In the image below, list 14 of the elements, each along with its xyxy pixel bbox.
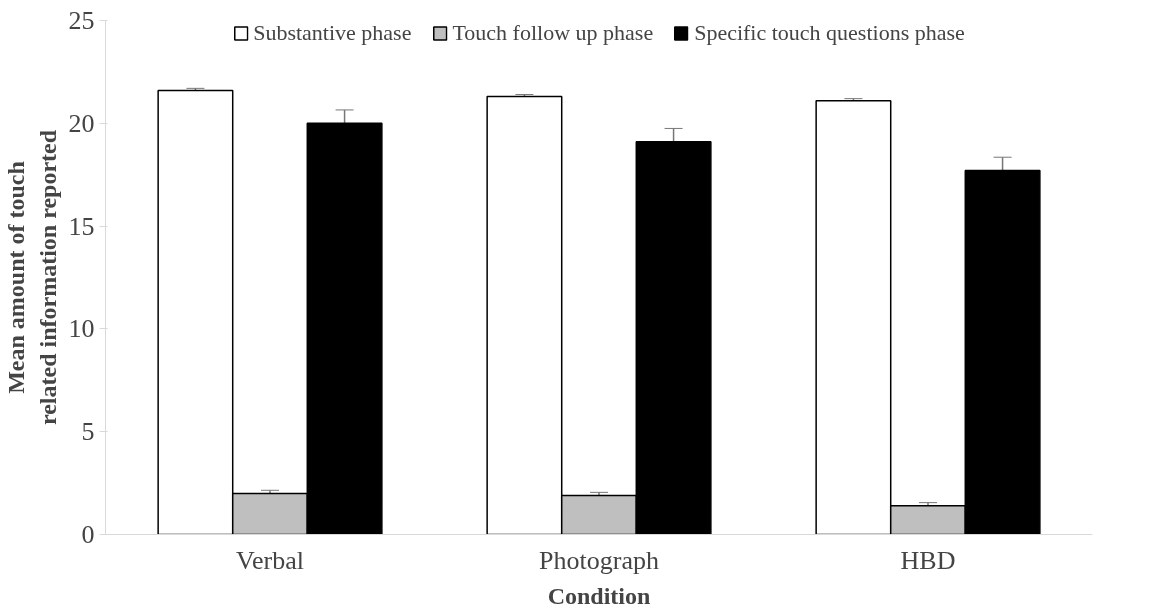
- legend-label: Touch follow up phase: [452, 20, 654, 46]
- y-tick-label: 25: [68, 6, 95, 35]
- x-tick-label: Verbal: [236, 545, 304, 575]
- y-tick-label: 5: [81, 417, 95, 447]
- legend-label: Specific touch questions phase: [694, 20, 965, 46]
- x-tick-label: HBD: [900, 545, 956, 575]
- y-tick-label: 10: [68, 314, 95, 344]
- y-tick-label: 20: [68, 108, 95, 138]
- y-tick-label: 0: [81, 520, 95, 549]
- y-axis-title: Mean amount of touch related information reported: [3, 129, 61, 426]
- legend-label: Substantive phase: [253, 20, 412, 46]
- x-axis-title: Condition: [547, 582, 651, 609]
- y-tick-label: 15: [68, 211, 95, 241]
- x-tick-label: Photograph: [539, 545, 659, 575]
